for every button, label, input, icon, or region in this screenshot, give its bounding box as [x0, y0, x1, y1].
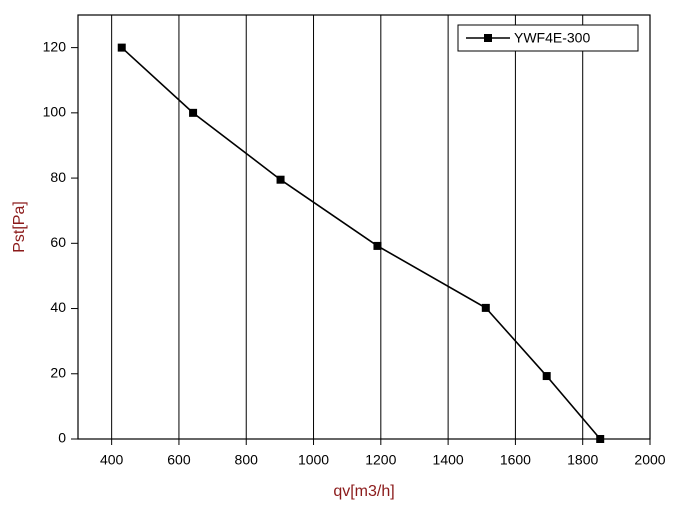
x-tick-label: 1800 [567, 452, 598, 468]
y-tick-label: 60 [50, 234, 66, 250]
marker [276, 175, 285, 184]
y-tick-label: 40 [50, 299, 66, 315]
y-tick-label: 80 [50, 169, 66, 185]
x-tick-label: 1600 [500, 452, 531, 468]
y-tick-label: 100 [43, 104, 67, 120]
x-tick-label: 2000 [634, 452, 665, 468]
x-tick-label: 600 [167, 452, 191, 468]
line [121, 47, 601, 440]
marker [596, 435, 605, 443]
marker [189, 108, 198, 117]
x-tick-label: 1000 [298, 452, 329, 468]
x-axis-label: qv[m3/h] [333, 483, 394, 500]
x-tick-label: 400 [100, 452, 124, 468]
legend-marker [484, 34, 492, 42]
marker [117, 43, 126, 52]
x-tick-label: 800 [235, 452, 259, 468]
x-tick-label: 1400 [433, 452, 464, 468]
y-tick-label: 20 [50, 364, 66, 380]
marker [542, 372, 551, 381]
plot-frame [77, 14, 651, 440]
y-axis-label: Pst[Pa] [11, 201, 28, 253]
marker [373, 241, 382, 250]
x-tick-label: 1200 [365, 452, 396, 468]
y-tick-label: 0 [58, 430, 66, 446]
y-tick-label: 120 [43, 38, 67, 54]
marker [481, 303, 490, 312]
legend-label: YWF4E-300 [514, 30, 590, 46]
